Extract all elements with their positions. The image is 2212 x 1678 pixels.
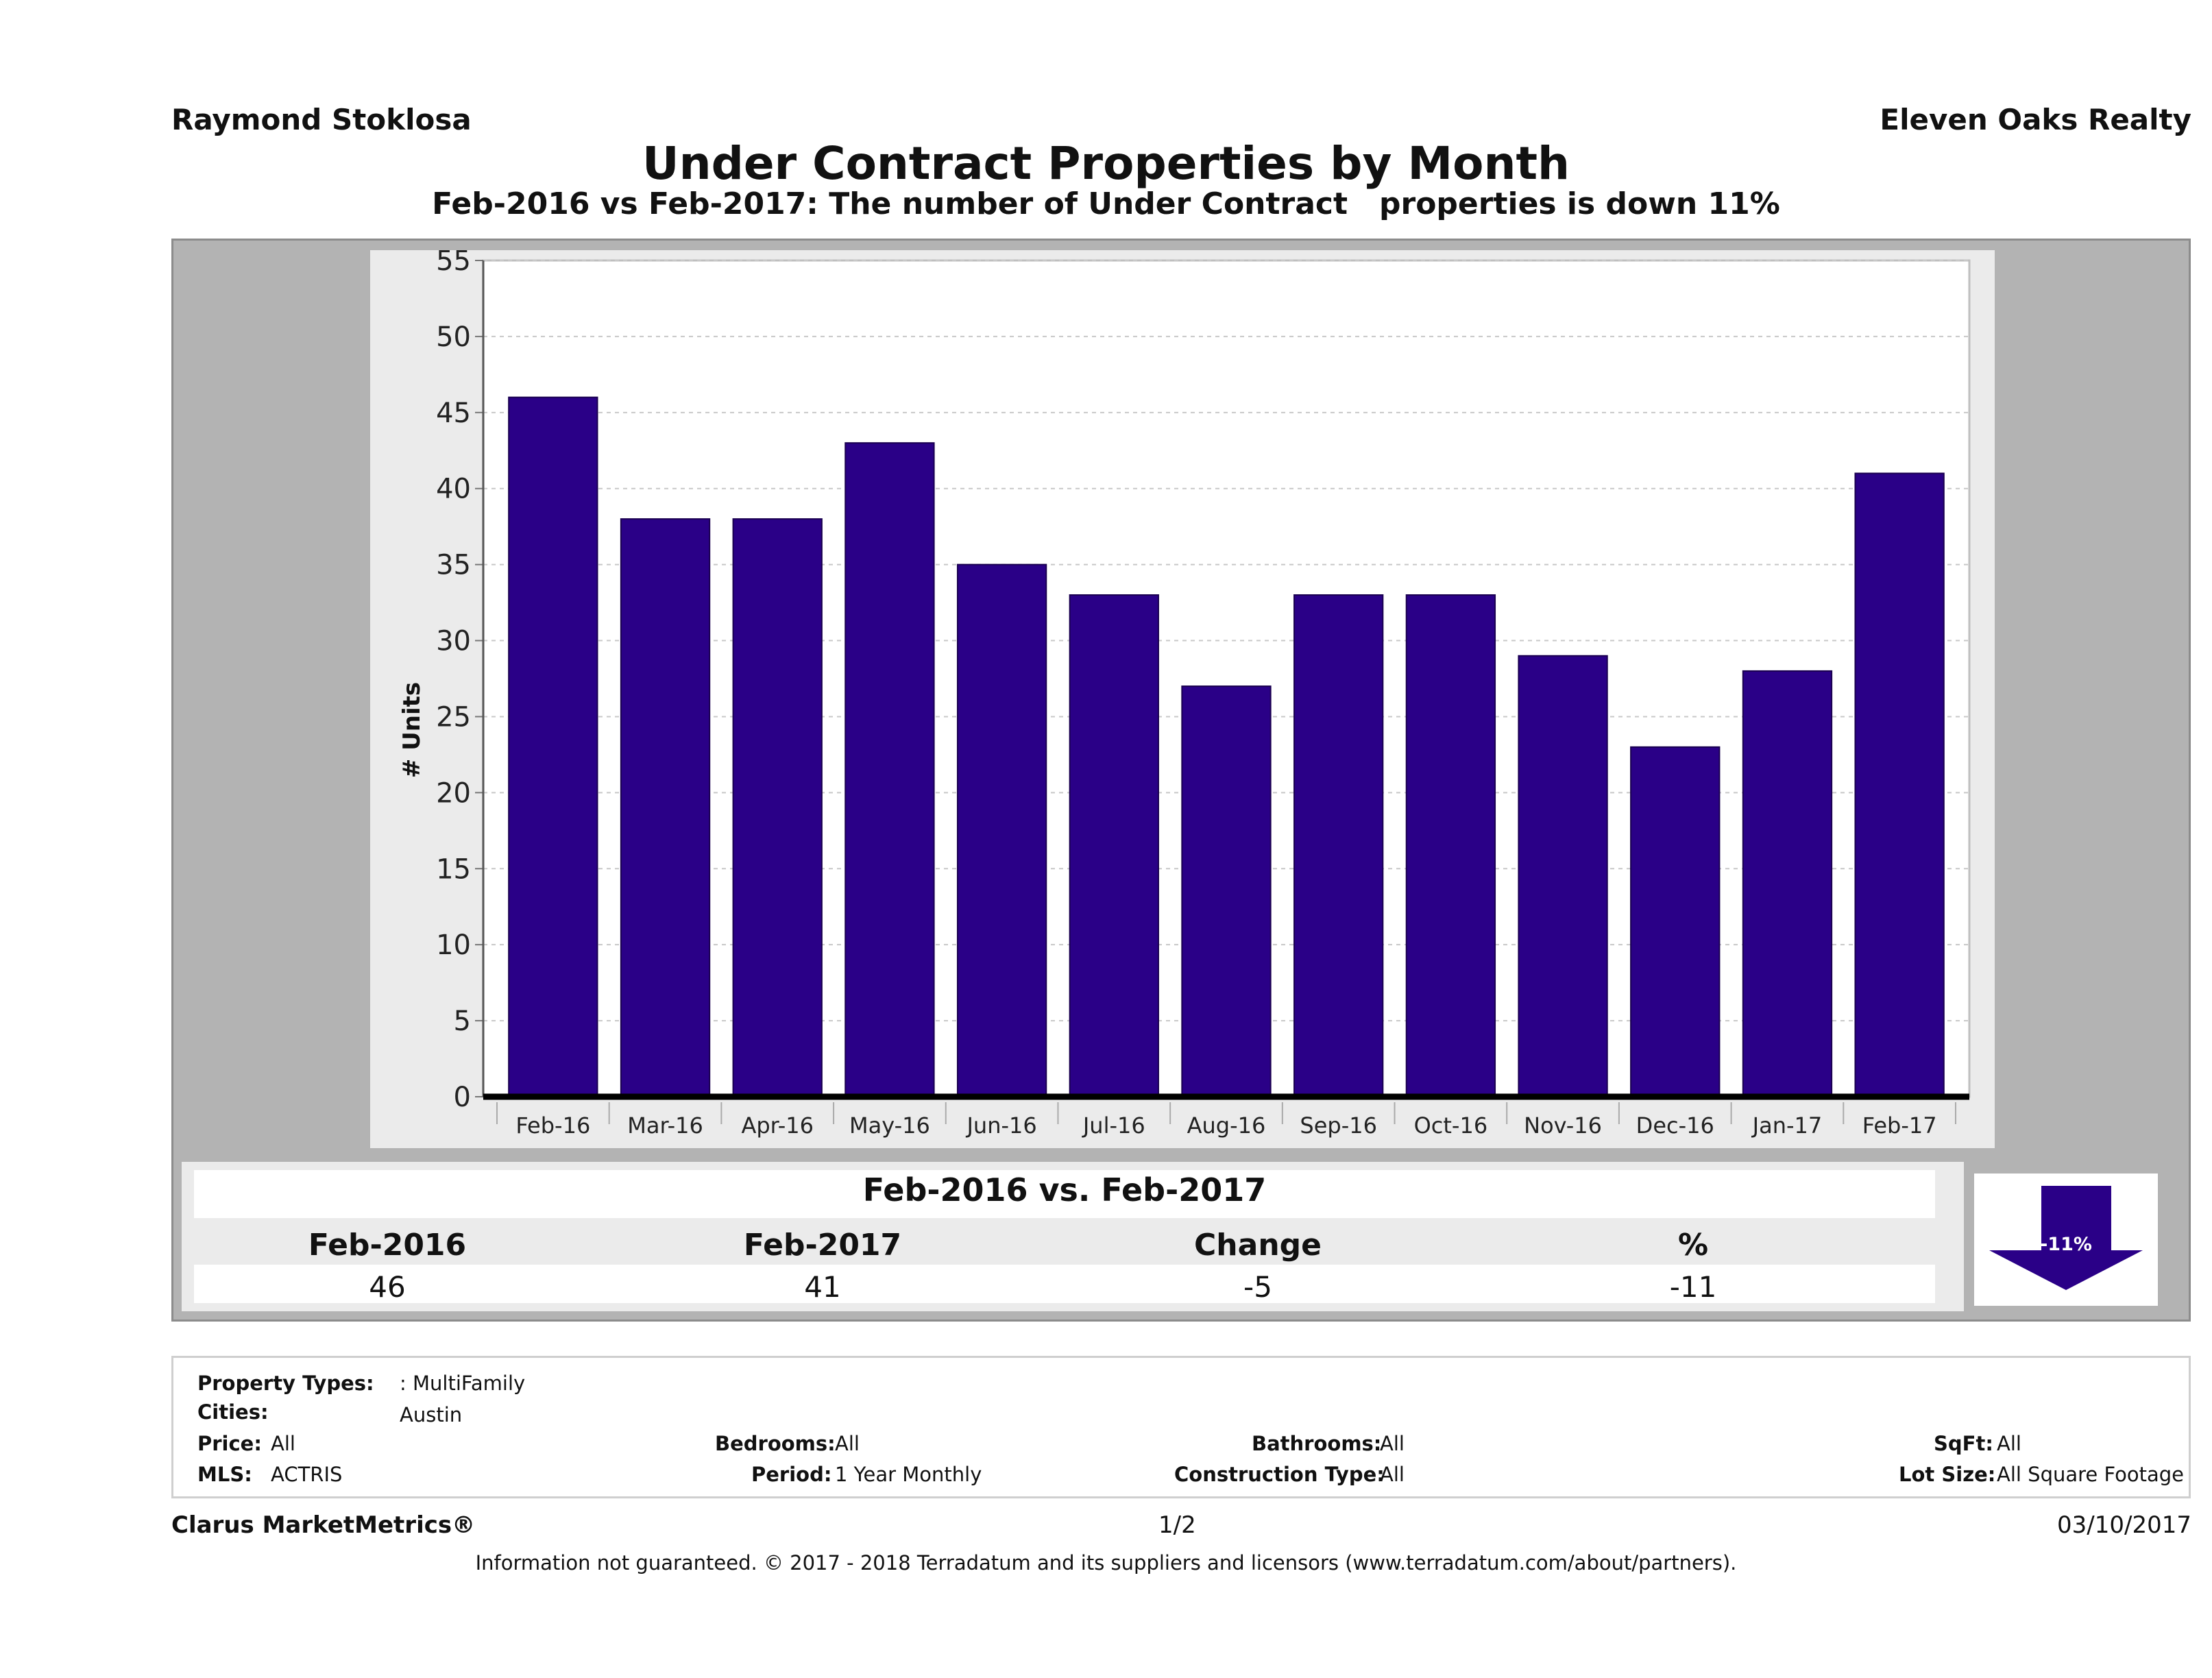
- price-value: All: [271, 1432, 295, 1455]
- value-change: -5: [1243, 1270, 1272, 1304]
- y-tick-label: 40: [436, 474, 471, 505]
- report-date: 03/10/2017: [2057, 1511, 2191, 1539]
- y-tick-label: 30: [436, 626, 471, 657]
- construction-type-label: Construction Type:: [1174, 1463, 1385, 1486]
- down-arrow-icon: -11%: [1989, 1186, 2143, 1290]
- value-start: 46: [369, 1270, 406, 1304]
- comparison-value-band: [194, 1265, 1935, 1303]
- x-tick-label: May-16: [849, 1112, 930, 1139]
- period-label: Period:: [751, 1463, 832, 1486]
- brokerage-name: Eleven Oaks Realty: [1880, 103, 2191, 136]
- x-tick-label: Jul-16: [1082, 1112, 1145, 1139]
- comparison-title: Feb-2016 vs. Feb-2017: [862, 1171, 1267, 1208]
- lot-size-value: All Square Footage: [1997, 1463, 2185, 1486]
- mls-label: MLS:: [197, 1463, 252, 1486]
- bar-layer: [508, 396, 1945, 1098]
- comparison-panel: Feb-2016 vs. Feb-2017 Feb-2016 Feb-2017 …: [182, 1162, 1964, 1311]
- chart-subtitle: Feb-2016 vs Feb-2017: The number of Unde…: [432, 186, 1780, 221]
- x-tick-label: Feb-16: [515, 1112, 590, 1139]
- bathrooms-label: Bathrooms:: [1252, 1432, 1382, 1455]
- y-tick-label: 10: [436, 929, 471, 961]
- bar: [1405, 594, 1496, 1097]
- cities-value: Austin: [400, 1403, 463, 1426]
- page-number: 1/2: [1158, 1511, 1196, 1539]
- y-tick-label: 35: [436, 550, 471, 581]
- x-tick-label: Apr-16: [741, 1112, 814, 1139]
- col-head-end: Feb-2017: [743, 1228, 902, 1263]
- x-tick-label: Dec-16: [1636, 1112, 1714, 1139]
- sqft-value: All: [1997, 1432, 2021, 1455]
- x-tick-label: Mar-16: [627, 1112, 703, 1139]
- value-pct: -11: [1669, 1270, 1717, 1304]
- bar: [844, 442, 935, 1097]
- bar: [620, 518, 711, 1098]
- disclaimer: Information not guaranteed. © 2017 - 201…: [475, 1551, 1737, 1574]
- x-tick-label: Jan-17: [1751, 1112, 1823, 1139]
- value-end: 41: [804, 1270, 841, 1304]
- bar: [1518, 655, 1608, 1097]
- x-tick-label: Sep-16: [1300, 1112, 1377, 1139]
- x-tick-label: Nov-16: [1524, 1112, 1602, 1139]
- y-axis-label: # Units: [398, 682, 426, 778]
- bar-chart: 0 5 10 15 20 25 30 35 40 45 50 55 Feb-16 Mar-16 Apr-16…: [370, 250, 1995, 1148]
- sqft-label: SqFt:: [1934, 1432, 1993, 1455]
- col-head-pct: %: [1677, 1228, 1709, 1263]
- agent-name: Raymond Stoklosa: [171, 103, 472, 136]
- bar: [1069, 594, 1159, 1097]
- x-tick-label: Jun-16: [965, 1112, 1036, 1139]
- property-types-label: Property Types:: [197, 1372, 374, 1395]
- lot-size-label: Lot Size:: [1899, 1463, 1996, 1486]
- comparison-title-band: [194, 1170, 1935, 1218]
- change-badge-label: -11%: [2040, 1234, 2092, 1255]
- y-tick-label: 25: [436, 701, 471, 733]
- bar: [1630, 746, 1721, 1097]
- y-tick-label: 50: [436, 321, 471, 353]
- price-label: Price:: [197, 1432, 262, 1455]
- bar: [732, 518, 823, 1098]
- y-tick-label: 55: [436, 250, 471, 277]
- bar: [1181, 685, 1272, 1097]
- x-tick-label: Oct-16: [1414, 1112, 1488, 1139]
- construction-type-value: All: [1380, 1463, 1405, 1486]
- bar: [956, 563, 1047, 1097]
- bar: [508, 396, 598, 1098]
- y-tick-label: 15: [436, 853, 471, 885]
- chart-title: Under Contract Properties by Month: [642, 137, 1570, 190]
- change-badge: -11%: [1974, 1174, 2158, 1306]
- property-types-value: : MultiFamily: [400, 1372, 526, 1395]
- bar: [1854, 472, 1945, 1097]
- y-tick-label: 5: [454, 1006, 471, 1037]
- bedrooms-value: All: [835, 1432, 860, 1455]
- bar: [1742, 670, 1833, 1097]
- y-tick-label: 0: [454, 1082, 471, 1113]
- bathrooms-value: All: [1380, 1432, 1405, 1455]
- mls-value: ACTRIS: [271, 1463, 343, 1486]
- period-value: 1 Year Monthly: [835, 1463, 982, 1486]
- axis-layer: 0 5 10 15 20 25 30 35 40 45 50 55 Feb-16 Mar-16 Apr-16…: [436, 250, 1969, 1139]
- bar: [1293, 594, 1384, 1097]
- footer-brand: Clarus MarketMetrics®: [171, 1511, 476, 1539]
- col-head-change: Change: [1194, 1228, 1322, 1263]
- y-tick-label: 45: [436, 398, 471, 429]
- y-tick-label: 20: [436, 777, 471, 809]
- x-tick-label: Aug-16: [1187, 1112, 1266, 1139]
- filter-summary: Property Types: : MultiFamily Cities: Au…: [171, 1356, 2191, 1498]
- col-head-start: Feb-2016: [308, 1228, 467, 1263]
- x-tick-label: Feb-17: [1862, 1112, 1937, 1139]
- cities-label: Cities:: [197, 1400, 269, 1424]
- bedrooms-label: Bedrooms:: [715, 1432, 836, 1455]
